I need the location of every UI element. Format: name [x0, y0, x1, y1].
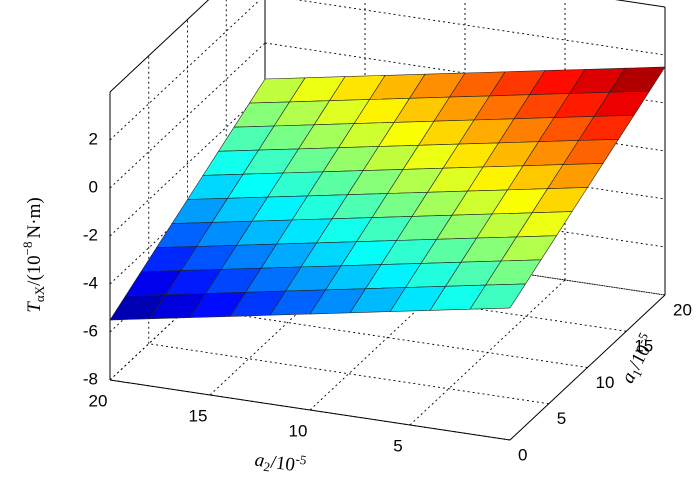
z-tick-label: -8: [83, 369, 98, 388]
y-tick-label: 15: [634, 337, 653, 356]
z-axis-label-sub: αX: [32, 285, 47, 302]
z-axis-label-rest: N·m): [24, 197, 45, 238]
x-axis-label-sub: 2: [263, 459, 272, 475]
y-tick-label: 20: [673, 300, 692, 319]
y-axis-label: a1/10-5: [614, 330, 662, 388]
x-axis-label-sup: -5: [295, 451, 308, 467]
x-tick-label: 10: [289, 421, 308, 440]
x-axis-label-unit: /10: [269, 452, 296, 476]
z-tick-label: 2: [89, 129, 98, 148]
grid-line: [109, 0, 261, 141]
z-tick-label: -6: [83, 321, 98, 340]
z-axis-label-var: T: [24, 301, 45, 313]
z-tick-label: 0: [89, 177, 98, 196]
box-edge: [109, 0, 210, 93]
y-tick-label: 10: [596, 373, 615, 392]
grid-line: [109, 90, 266, 237]
surface: [109, 66, 666, 321]
x-tick-label: 15: [189, 406, 208, 425]
z-axis-label-sup: −8: [20, 241, 35, 255]
x-axis-label-var: a: [253, 450, 265, 472]
z-axis-label-unit: /(10: [24, 255, 45, 286]
grid-line: [109, 42, 266, 189]
y-tick-label: 5: [557, 409, 566, 428]
z-tick-label: -2: [83, 225, 98, 244]
surface-cell: [109, 294, 167, 321]
x-tick-label: 5: [393, 436, 402, 455]
x-tick-label: 20: [89, 391, 108, 410]
z-tick-label: -4: [83, 273, 98, 292]
z-axis-label: TαX/(10−8 N·m): [20, 197, 47, 312]
y-tick-label: 0: [518, 445, 527, 464]
x-axis-label: a2/10-5: [253, 446, 307, 480]
